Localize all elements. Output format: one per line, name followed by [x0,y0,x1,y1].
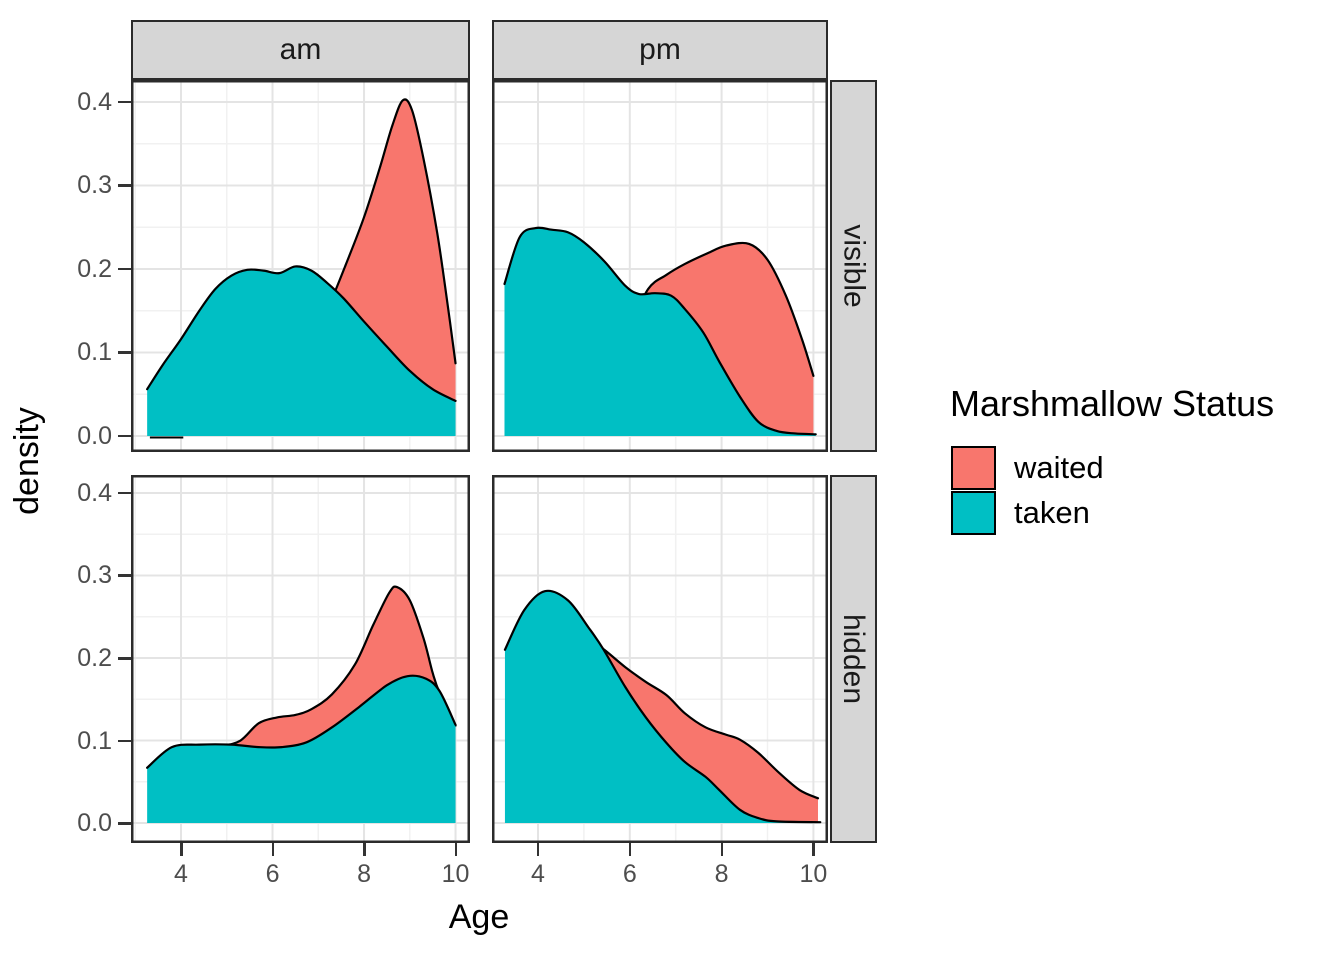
y-tick-label: 0.4 [77,478,112,507]
panel-svg [492,80,828,452]
panel-am-hidden [131,475,470,843]
y-tick-mark [118,351,131,354]
y-tick-label: 0.3 [77,171,112,200]
density-line-taken [146,674,457,769]
panel-pm-hidden [492,475,828,843]
x-tick-label: 4 [531,860,545,888]
density-area-taken [504,227,816,436]
panel-svg [131,80,470,452]
x-tick-mark [271,843,275,856]
facet-strip-visible-label: visible [837,224,871,308]
x-tick-mark [454,843,458,856]
legend-label-waited: waited [1014,450,1104,485]
density-line-taken [503,589,822,824]
x-tick-mark [720,843,724,856]
y-tick-mark [118,822,131,825]
panel-border [131,80,470,452]
panel-border [492,80,828,452]
panel-am-visible [131,80,470,452]
x-axis-title: Age [448,898,510,936]
legend-swatch-taken [951,491,996,535]
legend-swatch-waited [951,446,996,490]
facet-strip-hidden: hidden [830,475,877,843]
y-tick-label: 0.1 [77,726,112,755]
y-tick-mark [118,657,131,660]
y-tick-label: 0.3 [77,561,112,590]
density-area-taken [147,675,456,824]
facet-strip-pm: pm [492,20,828,80]
x-tick-mark [180,843,183,856]
facet-strip-am-label: am [279,33,322,66]
legend-title: Marshmallow Status [950,383,1275,424]
facet-strip-hidden-label: hidden [837,613,871,705]
panel-svg [131,475,470,843]
x-tick-label: 10 [799,860,828,888]
y-tick-mark [118,184,131,187]
y-tick-mark [118,574,131,577]
x-tick-mark [363,843,366,856]
y-tick-label: 0.1 [77,338,112,367]
x-tick-label: 10 [441,860,470,888]
x-tick-label: 6 [265,860,280,888]
y-tick-label: 0.0 [77,421,112,450]
y-tick-mark [118,267,131,271]
facet-strip-am: am [131,20,470,80]
x-tick-label: 8 [714,860,729,888]
panel-border [492,475,828,843]
panel-border [131,475,470,843]
y-tick-label: 0.2 [77,254,112,283]
x-tick-mark [536,843,540,856]
x-tick-label: 4 [174,860,188,888]
density-line-taken [146,265,457,402]
x-tick-label: 8 [357,860,371,888]
density-area-taken [147,266,456,436]
y-tick-label: 0.0 [77,809,112,838]
y-tick-mark [118,739,131,743]
facet-strip-visible: visible [830,80,877,452]
density-line-taken [503,226,817,436]
y-tick-mark [118,100,131,104]
panel-pm-visible [492,80,828,452]
y-axis-title: density [8,407,46,515]
facet-strip-pm-label: pm [639,33,681,66]
y-tick-mark [118,491,131,495]
x-tick-mark [812,843,815,856]
density-area-taken [504,590,821,824]
panel-svg [492,475,828,843]
x-tick-label: 6 [622,860,637,888]
y-tick-mark [118,434,131,438]
x-tick-mark [628,843,632,856]
y-tick-label: 0.2 [77,644,112,672]
y-tick-label: 0.4 [77,87,112,116]
legend-label-taken: taken [1014,495,1090,530]
